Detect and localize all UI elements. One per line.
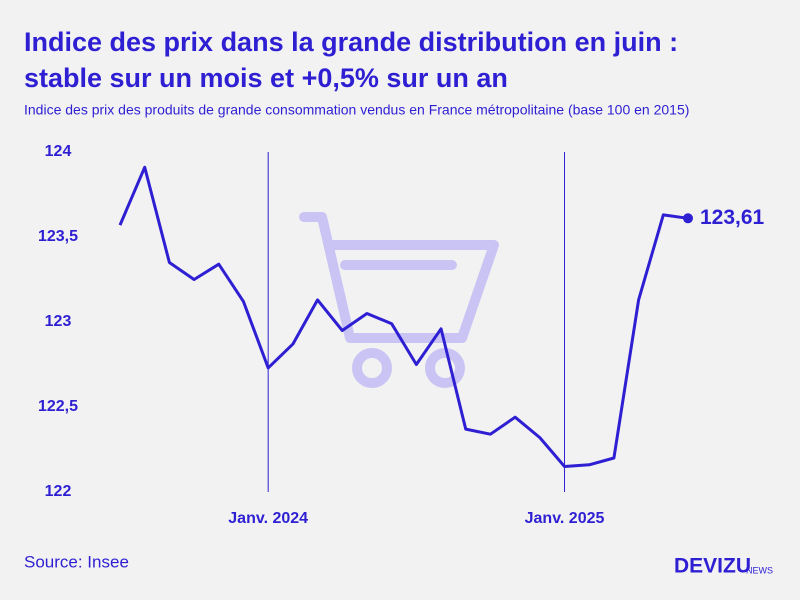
- x-tick-label: Janv. 2025: [525, 510, 605, 527]
- y-tick-label: 123,5: [38, 228, 78, 245]
- y-tick-label: 122: [45, 483, 72, 500]
- y-tick-label: 122,5: [38, 398, 78, 415]
- chart-title: stable sur un mois et +0,5% sur un an: [24, 63, 508, 93]
- x-tick-label: Janv. 2024: [228, 510, 308, 527]
- chart-subtitle: Indice des prix des produits de grande c…: [24, 102, 689, 118]
- y-tick-label: 123: [45, 313, 72, 330]
- line: [118, 165, 689, 468]
- end-point: [683, 213, 693, 224]
- chart-title: Indice des prix dans la grande distribut…: [24, 27, 678, 57]
- brand-suffix: NEWS: [746, 565, 773, 575]
- value-label: 123,61: [700, 206, 765, 229]
- brand: DEVIZU: [674, 555, 751, 578]
- y-tick-label: 124: [45, 143, 72, 160]
- source: Source: Insee: [24, 552, 129, 571]
- cart-icon: [299, 212, 499, 388]
